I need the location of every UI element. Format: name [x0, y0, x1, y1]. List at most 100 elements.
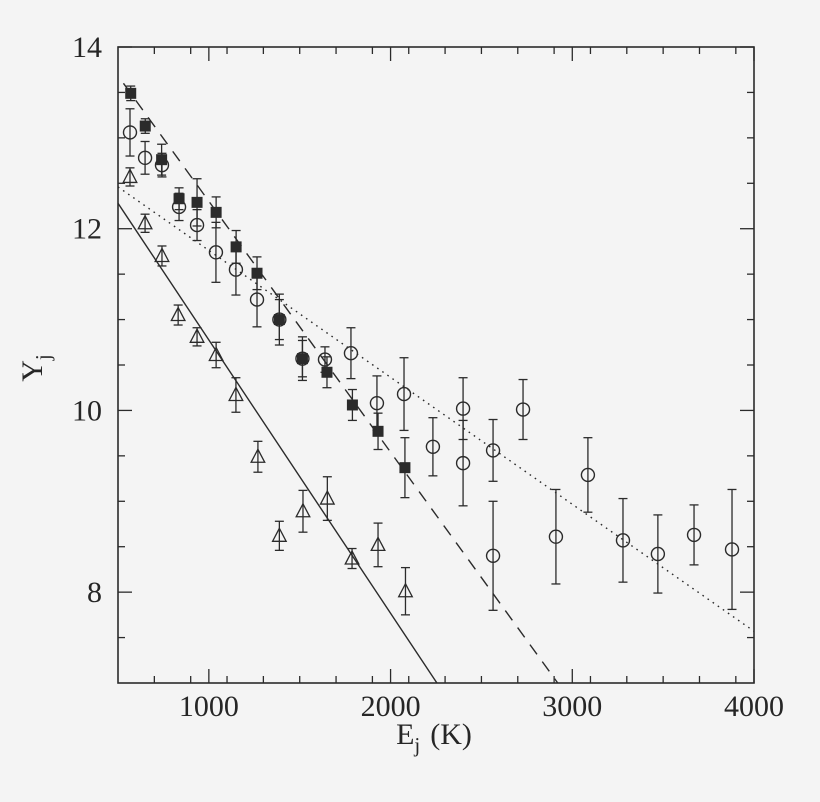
y-tick-label: 12: [72, 213, 102, 246]
y-tick-label: 14: [72, 31, 102, 64]
error-bar: [252, 271, 262, 328]
error-bar: [231, 377, 241, 413]
data-point-filled-square: [273, 314, 285, 326]
data-point-open-circle: [369, 395, 385, 411]
error-bar: [488, 500, 498, 611]
data-point-filled-square: [321, 366, 333, 378]
data-point-open-circle: [455, 401, 471, 416]
error-bar: [346, 327, 356, 380]
data-point-filled-square: [156, 154, 168, 166]
data-point-open-triangle: [397, 582, 414, 598]
data-point-filled-square: [296, 353, 308, 365]
error-bar: [727, 488, 737, 611]
x-tick-label: 2000: [361, 690, 421, 723]
axis-ticks-layer: [118, 46, 755, 683]
error-bar: [253, 440, 263, 473]
data-point-open-circle: [137, 150, 153, 166]
error-bar: [274, 520, 284, 551]
error-bar: [653, 514, 663, 594]
data-point-open-circle: [208, 245, 224, 260]
y-axis-title: Yj: [16, 354, 55, 382]
error-bar: [399, 357, 409, 432]
data-point-open-circle: [515, 402, 531, 417]
data-point-open-circle: [686, 527, 702, 543]
data-point-open-triangle: [189, 327, 205, 343]
data-point-filled-square: [173, 193, 185, 205]
axes-frame-layer: [117, 46, 755, 684]
data-point-filled-square: [191, 196, 203, 208]
data-point-open-triangle: [344, 549, 360, 565]
error-bar: [551, 488, 561, 585]
data-point-filled-square: [251, 267, 263, 279]
data-point-open-circle: [272, 312, 287, 327]
error-bar: [211, 221, 221, 283]
fit-line-solid: [117, 202, 438, 684]
data-point-open-circle: [154, 157, 170, 173]
error-bar: [140, 140, 150, 175]
data-point-open-triangle: [228, 386, 244, 402]
data-point-filled-square: [346, 399, 358, 411]
data-point-open-circle: [548, 529, 564, 544]
data-point-open-triangle: [208, 346, 224, 362]
error-bar: [372, 375, 382, 432]
data-point-open-circle: [580, 467, 596, 483]
data-point-open-circle: [295, 351, 310, 366]
data-point-filled-square: [399, 462, 411, 474]
fit-lines-layer: [117, 82, 755, 684]
data-point-open-circle: [724, 542, 740, 557]
error-bar: [618, 497, 628, 583]
fit-line-dotted: [117, 186, 755, 632]
data-points-layer: [122, 87, 740, 598]
data-point-open-circle: [343, 345, 359, 361]
data-point-open-triangle: [122, 168, 138, 184]
data-point-open-circle: [485, 548, 501, 563]
x-tick-label: 4000: [724, 690, 784, 723]
data-point-open-circle: [396, 386, 412, 402]
y-tick-label: 10: [72, 394, 102, 427]
error-bar: [689, 504, 699, 566]
data-point-open-triangle: [295, 502, 311, 518]
error-bar: [373, 522, 383, 568]
data-point-open-circle: [425, 439, 441, 454]
data-point-open-triangle: [137, 214, 153, 230]
data-point-open-triangle: [154, 247, 170, 263]
data-point-open-triangle: [170, 306, 187, 322]
data-point-open-circle: [650, 546, 666, 562]
data-point-open-triangle: [370, 535, 386, 552]
data-point-open-circle: [615, 533, 631, 548]
data-point-open-triangle: [271, 526, 288, 542]
error-bar: [583, 437, 593, 513]
x-tick-label: 3000: [542, 690, 602, 723]
error-bar: [488, 418, 498, 482]
data-point-open-triangle: [319, 489, 336, 505]
data-point-open-circle: [317, 352, 333, 367]
axes-frame: [117, 46, 755, 684]
error-bar: [192, 208, 202, 242]
data-point-filled-square: [139, 120, 151, 132]
error-bar: [125, 108, 135, 157]
data-point-open-circle: [189, 217, 205, 233]
data-point-open-circle: [249, 292, 265, 307]
error-bar: [322, 476, 332, 522]
data-point-open-circle: [485, 443, 501, 458]
y-tick-label: 8: [87, 576, 102, 609]
data-point-filled-square: [372, 425, 384, 437]
x-tick-label: 1000: [179, 690, 239, 723]
data-point-filled-square: [230, 241, 242, 253]
tick-labels-layer: 1000 2000 3000 4000 8 10 12 14: [72, 31, 784, 723]
error-bar: [458, 419, 468, 507]
data-point-open-circle: [122, 125, 138, 140]
fit-line-dashed: [122, 82, 559, 684]
error-bar: [428, 417, 438, 477]
data-point-open-circle: [171, 199, 187, 215]
data-point-open-circle: [228, 262, 244, 277]
data-point-open-triangle: [250, 447, 266, 463]
error-bar: [298, 489, 308, 533]
data-point-open-circle: [455, 455, 471, 471]
data-point-filled-square: [210, 206, 222, 218]
data-point-filled-square: [125, 87, 137, 99]
error-bar: [400, 566, 410, 616]
x-axis-title: Ej (K): [396, 718, 472, 757]
